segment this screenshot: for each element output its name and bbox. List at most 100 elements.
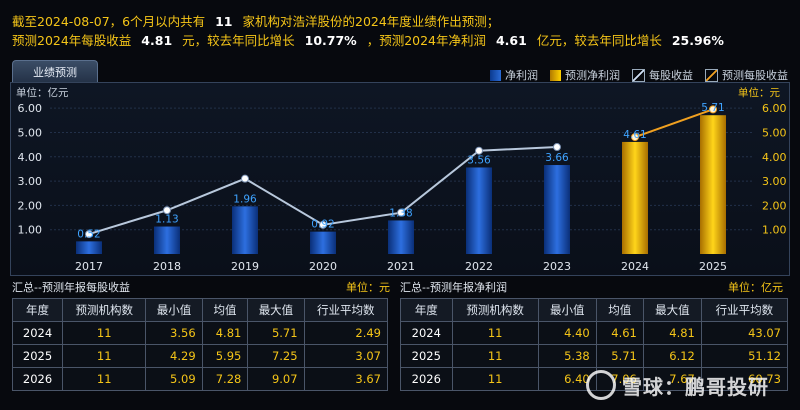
eps-summary-table: 年度 预测机构数 最小值 均值 最大值 行业平均数 2024 11 3.56 4.81 5.71 2… [11,298,389,391]
eps-point [85,230,93,239]
table-cell: 4.81 [201,321,249,345]
x-tick-label: 2023 [543,260,571,273]
y-tick-right: 6.00 [762,102,787,115]
eps-point [319,220,327,229]
table-cell: 4.61 [595,321,644,345]
np-unit: 亿元，较去年同比增长 [536,33,662,48]
institution-count: 11 [215,14,233,29]
table-row: 2024 11 3.56 4.81 5.71 2.49 [11,321,389,345]
bar-value-label: 3.56 [467,154,491,166]
headline-line-1: 截至2024-08-07，6个月以内共有 11 家机构对浩洋股份的2024年度业… [12,11,499,30]
net-profit-swatch [490,69,501,81]
eps-value: 4.81 [141,33,173,48]
table-cell: 11 [451,321,539,345]
table-cell: 5.38 [537,344,597,368]
x-tick-label: 2022 [465,260,493,273]
legend-forecast-net-profit-label: 预测净利润 [565,69,620,82]
eps-point [241,174,249,183]
left-table-unit: 单位：元 [346,281,390,294]
column-header: 均值 [595,298,644,322]
legend-net-profit[interactable]: 净利润 [490,67,538,83]
legend-forecast-eps[interactable]: 预测每股收益 [705,67,788,83]
table-cell: 2024 [400,321,453,345]
legend-net-profit-label: 净利润 [505,69,538,82]
np-label: ，预测2024年净利润 [366,33,486,48]
column-header: 年度 [400,298,453,322]
x-tick-label: 2025 [699,260,727,273]
table-cell: 11 [451,367,539,391]
eps-unit: 元，较去年同比增长 [182,33,295,48]
watermark-text: 雪球：鹏哥投研 [622,374,769,399]
forecast-eps-swatch [705,68,718,82]
y-tick-left: 4.00 [18,151,43,164]
column-header: 行业平均数 [303,298,389,322]
net-profit-bar [154,226,180,254]
column-header: 预测机构数 [451,298,539,322]
forecast-net-profit-bar [700,115,726,254]
net-profit-bar [76,241,102,254]
right-table-title: 汇总--预测年报净利润 [400,281,507,294]
table-cell: 7.25 [247,344,305,368]
left-table-title: 汇总--预测年报每股收益 [12,281,130,294]
table-cell: 6.12 [642,344,702,368]
table-cell: 3.56 [145,321,203,345]
table-cell: 2024 [11,321,64,345]
legend-eps[interactable]: 每股收益 [632,67,693,83]
column-header: 最大值 [642,298,702,322]
column-header: 最大值 [247,298,305,322]
y-tick-left: 6.00 [18,102,43,115]
table-cell: 2026 [11,367,64,391]
bar-value-label: 1.38 [389,207,412,219]
table-cell: 5.71 [595,344,644,368]
tab-forecast[interactable]: 业绩预测 [12,60,98,83]
x-tick-label: 2020 [309,260,337,273]
legend-forecast-net-profit[interactable]: 预测净利润 [550,67,620,83]
table-cell: 7.67 [642,367,702,391]
eps-point [163,206,171,215]
headline-line-2: 预测2024年每股收益 4.81 元，较去年同比增长 10.77% ，预测202… [12,30,730,49]
forecast-net-profit-swatch [550,69,561,81]
table-row: 2025 11 5.38 5.71 6.12 51.12 [400,344,789,368]
eps-label: 预测2024年每股收益 [12,33,132,48]
legend-forecast-eps-label: 预测每股收益 [722,69,788,82]
forecast-eps-point [709,105,717,114]
table-row: 2025 11 4.29 5.95 7.25 3.07 [11,344,389,368]
table-cell: 9.07 [247,367,305,391]
bar-value-label: 1.96 [233,193,257,205]
table-cell: 5.09 [145,367,203,391]
net-profit-bar [388,220,414,254]
net-profit-bar [466,167,492,254]
table-row: 2026 11 6.40 7.06 7.67 60.73 [400,367,789,391]
table-row: 2024 11 4.40 4.61 4.81 43.07 [400,321,789,345]
bar-value-label: 3.66 [545,152,569,164]
eps-point [553,143,561,152]
forecast-chart: 单位：亿元 单位：元 1.00 1.00 2.00 2.00 3.00 3.00 4.00 4.0… [16,86,787,273]
headline-suffix: 家机构对浩洋股份的2024年度业绩作出预测； [242,14,500,29]
right-table-unit: 单位：亿元 [728,281,783,294]
table-cell: 3.67 [303,367,389,391]
bar-value-label: 1.13 [155,214,178,226]
net-profit-bar [232,206,258,254]
table-cell: 5.95 [201,344,249,368]
table-cell: 51.12 [700,344,789,368]
y-tick-left: 1.00 [18,224,43,237]
table-cell: 2.49 [303,321,389,345]
table-cell: 3.07 [303,344,389,368]
left-axis-unit: 单位：亿元 [16,86,69,99]
bar-value-label: 5.71 [701,102,724,114]
column-header: 预测机构数 [62,298,147,322]
table-row: 2026 11 5.09 7.28 9.07 3.67 [11,367,389,391]
bar-value-label: 4.61 [623,129,646,141]
y-tick-right: 3.00 [762,175,787,188]
table-cell: 5.71 [247,321,305,345]
table-cell: 2025 [11,344,64,368]
table-header-row: 年度 预测机构数 最小值 均值 最大值 行业平均数 [400,298,789,322]
y-tick-right: 1.00 [762,224,787,237]
x-tick-label: 2024 [621,260,649,273]
eps-swatch [632,68,645,82]
table-cell: 4.29 [145,344,203,368]
y-tick-left: 2.00 [18,199,43,212]
table-cell: 11 [62,321,147,345]
column-header: 最小值 [537,298,597,322]
x-tick-label: 2018 [153,260,181,273]
